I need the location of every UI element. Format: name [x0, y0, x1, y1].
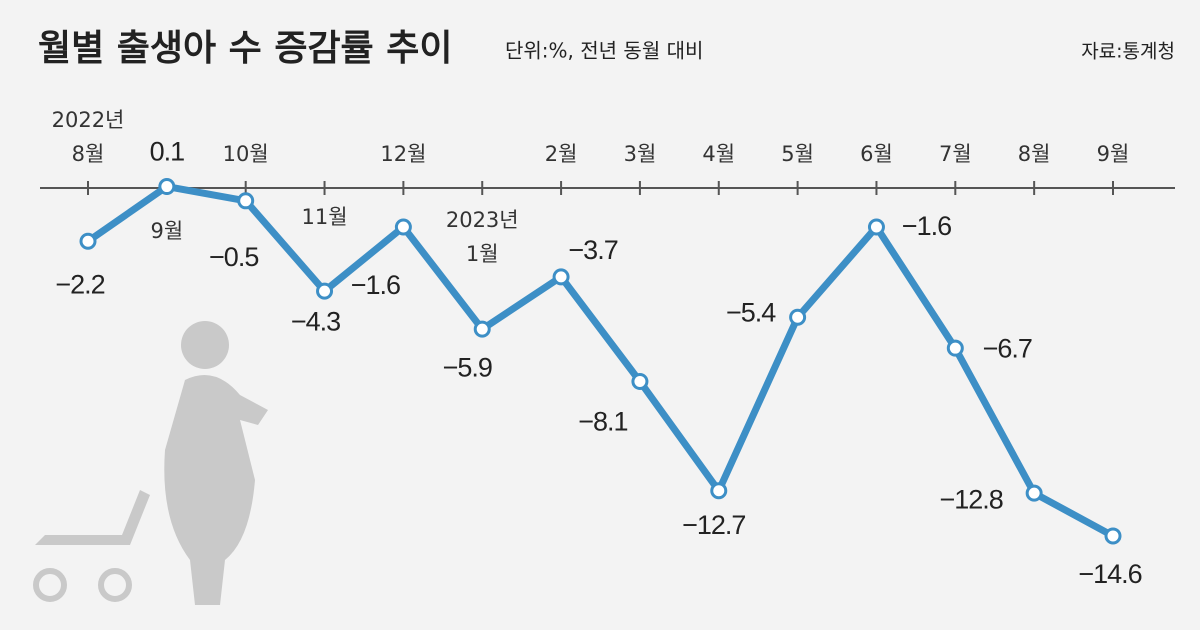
x-tick-label: 1월 [466, 242, 499, 266]
value-label: −2.2 [55, 269, 104, 299]
data-line [86, 183, 1115, 540]
data-point [631, 372, 649, 390]
value-label: −14.6 [1078, 559, 1141, 589]
x-tick-label: 8월 [72, 142, 105, 166]
data-point [158, 178, 176, 196]
data-point [552, 268, 570, 286]
value-label: −0.5 [209, 242, 258, 272]
x-tick-label: 9월 [151, 219, 184, 243]
x-tick-label: 10월 [223, 142, 269, 166]
x-tick-label: 5월 [781, 142, 814, 166]
data-point [867, 218, 885, 236]
x-tick-label: 4월 [702, 142, 735, 166]
value-label: −8.1 [578, 407, 627, 437]
data-point [946, 339, 964, 357]
value-label: −12.8 [939, 484, 1002, 514]
value-label: 0.1 [150, 137, 185, 167]
value-label: −4.3 [291, 306, 340, 336]
value-label: −6.7 [983, 333, 1032, 363]
x-tick-label: 3월 [624, 142, 657, 166]
data-point [1104, 527, 1122, 545]
year-label: 2023년 [446, 208, 519, 232]
value-label: −5.9 [443, 352, 492, 382]
source: 자료:통계청 [1081, 41, 1175, 63]
chart-title: 월별 출생아 수 증감률 추이 [38, 28, 452, 69]
value-label: −1.6 [902, 211, 951, 241]
x-tick-label: 8월 [1018, 142, 1051, 166]
data-point [473, 320, 491, 338]
data-point [394, 218, 412, 236]
value-label: −5.4 [726, 297, 776, 327]
data-point [79, 232, 97, 250]
value-label: −12.7 [682, 510, 745, 540]
x-tick-label: 11월 [302, 205, 348, 229]
data-point [710, 482, 728, 500]
year-label: 2022년 [52, 108, 125, 132]
value-label: −1.6 [351, 270, 400, 300]
x-tick-label: 2월 [545, 142, 578, 166]
value-label: −3.7 [568, 235, 617, 265]
chart-subtitle: 단위:%, 전년 동월 대비 [505, 39, 703, 63]
x-tick-label: 12월 [380, 142, 426, 166]
data-point [237, 192, 255, 210]
data-point [316, 282, 334, 300]
data-point [1025, 484, 1043, 502]
data-point [789, 308, 807, 326]
decoration [33, 321, 268, 605]
x-tick-label: 7월 [939, 142, 972, 166]
x-tick-label: 6월 [860, 142, 893, 166]
x-tick-label: 9월 [1097, 142, 1130, 166]
